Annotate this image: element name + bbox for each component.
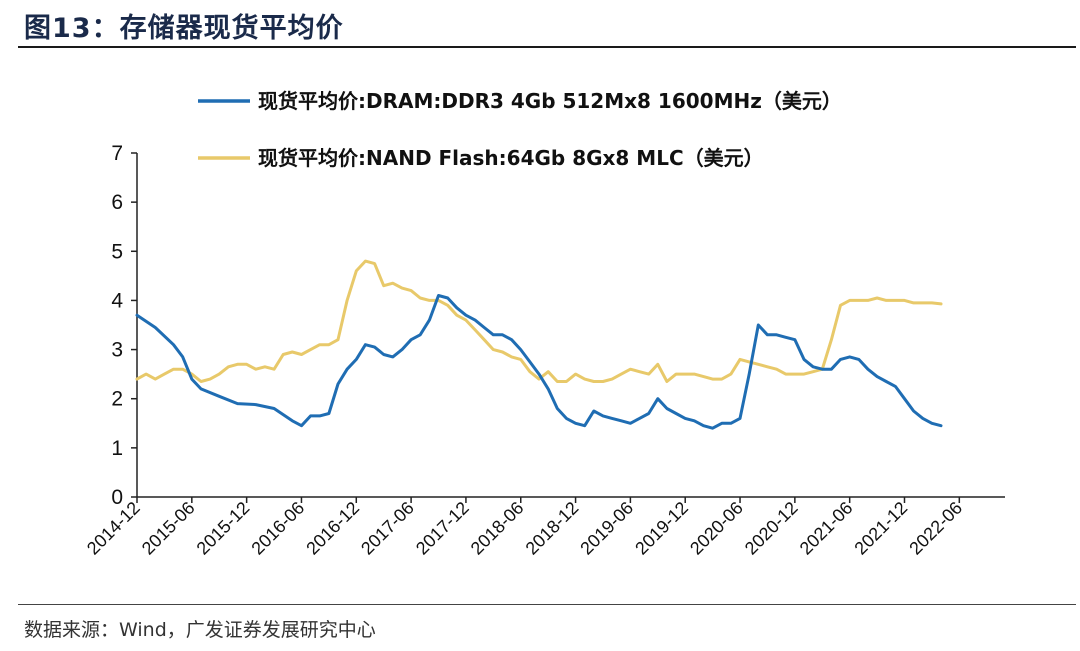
x-tick-label: 2022-06: [905, 498, 966, 559]
x-tick-label: 2019-06: [576, 498, 637, 559]
y-tick-label: 5: [111, 240, 123, 263]
legend-dram-label: 现货平均价:DRAM:DDR3 4Gb 512Mx8 1600MHz（美元）: [258, 89, 842, 113]
bottom-rule: [18, 604, 1076, 605]
x-tick-label: 2019-12: [631, 498, 692, 559]
legend-nand-label: 现货平均价:NAND Flash:64Gb 8Gx8 MLC（美元）: [258, 146, 764, 170]
y-tick-label: 0: [111, 486, 123, 509]
x-tick-label: 2021-06: [796, 498, 857, 559]
chart-legend: 现货平均价:DRAM:DDR3 4Gb 512Mx8 1600MHz（美元） 现…: [198, 89, 842, 170]
x-tick-label: 2021-12: [850, 498, 911, 559]
x-tick-label: 2020-12: [741, 498, 802, 559]
source-note: 数据来源：Wind，广发证券发展研究中心: [24, 619, 376, 641]
line-chart: 现货平均价:DRAM:DDR3 4Gb 512Mx8 1600MHz（美元） 现…: [83, 89, 1005, 559]
x-tick-label: 2016-06: [247, 498, 308, 559]
y-tick-label: 3: [111, 339, 123, 362]
series-line-dram: [135, 294, 943, 430]
chart-series: [135, 259, 943, 430]
x-tick-label: 2018-06: [467, 498, 528, 559]
series-line-nand: [135, 259, 943, 383]
x-tick-label: 2015-12: [193, 498, 254, 559]
y-tick-label: 7: [111, 142, 123, 165]
x-tick-label: 2017-06: [357, 498, 418, 559]
x-tick-label: 2016-12: [302, 498, 363, 559]
chart-axes: 012345672014-122015-062015-122016-062016…: [83, 142, 1005, 559]
x-tick-label: 2015-06: [138, 498, 199, 559]
y-tick-label: 2: [111, 388, 123, 411]
top-rule: [18, 46, 1076, 48]
y-tick-label: 4: [111, 289, 123, 312]
y-tick-label: 6: [111, 191, 123, 214]
x-tick-label: 2018-12: [522, 498, 583, 559]
y-tick-label: 1: [111, 437, 123, 460]
x-tick-label: 2020-06: [686, 498, 747, 559]
x-tick-label: 2017-12: [412, 498, 473, 559]
figure-title: 图13：存储器现货平均价: [24, 13, 344, 44]
